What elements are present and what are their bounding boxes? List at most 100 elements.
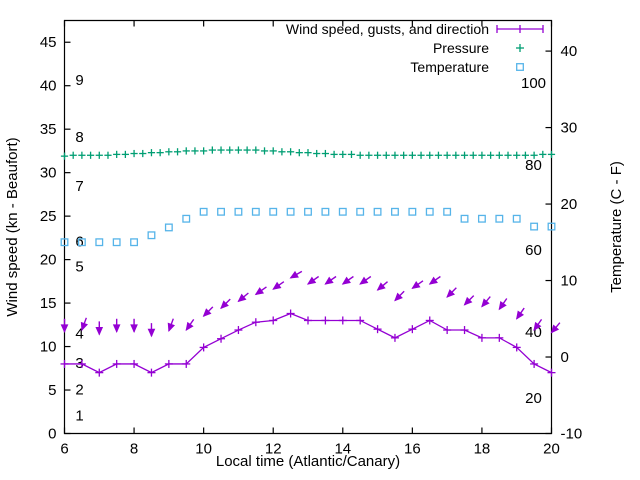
wind-direction-arrowhead (289, 270, 299, 279)
marker-square (112, 238, 121, 247)
wind-direction-arrowhead (376, 282, 386, 291)
beaufort-label: 4 (75, 326, 83, 343)
right-tick-label: 30 (561, 120, 578, 137)
marker-square (495, 214, 504, 223)
beaufort-label: 7 (75, 178, 83, 195)
wind-direction-arrowhead (428, 276, 438, 285)
marker-square (516, 63, 524, 71)
marker-square (182, 214, 191, 223)
right-axis-ticks (545, 50, 552, 435)
marker-square (338, 207, 347, 216)
left-axis-tick-labels: 0 5 10 15 20 25 30 35 40 45 (40, 34, 57, 442)
marker-square (269, 207, 278, 216)
wind-direction-arrowhead (272, 281, 282, 290)
wind-direction-arrowhead (112, 324, 121, 334)
left-tick-label: 10 (40, 339, 57, 356)
wind-direction-arrowhead (446, 289, 455, 298)
wind-direction-arrowhead (411, 280, 421, 290)
marker-square (147, 231, 156, 240)
marker-square (217, 207, 225, 216)
marker-square (60, 238, 69, 247)
marker-square (234, 207, 243, 216)
marker-square (304, 207, 312, 216)
beaufort-label: 9 (75, 72, 83, 89)
x-axis-title: Local time (Atlantic/Canary) (216, 453, 400, 470)
left-axis-ticks (64, 41, 71, 435)
wind-direction-arrowhead (185, 321, 194, 331)
fahrenheit-label: 100 (521, 75, 546, 92)
bottom-tick-label: 10 (195, 441, 212, 458)
right-tick-label: 20 (561, 196, 578, 213)
y-axis-title: Wind speed (kn - Beaufort) (4, 137, 21, 316)
wind-direction-arrowhead (130, 324, 138, 334)
right-axis-tick-labels: -10 0 10 20 30 40 (561, 43, 583, 442)
beaufort-label: 5 (75, 259, 83, 276)
marker-square (130, 238, 139, 247)
marker-square (77, 238, 86, 247)
left-tick-label: 35 (40, 121, 57, 138)
right-tick-label: 40 (561, 43, 578, 60)
marker-square (477, 214, 486, 223)
beaufort-label: 2 (75, 381, 83, 398)
fahrenheit-label: 20 (525, 390, 542, 407)
beaufort-label: 6 (75, 233, 83, 250)
fahrenheit-label: 60 (525, 242, 542, 259)
legend-label: Wind speed, gusts, and direction (286, 21, 489, 37)
wind-direction-arrowhead (147, 328, 156, 338)
left-tick-label: 45 (40, 34, 57, 51)
legend: Wind speed, gusts, and direction Pressure… (286, 21, 544, 75)
wind-direction-arrowhead (167, 322, 175, 333)
wind-direction-arrowhead (80, 321, 89, 332)
marker-square (321, 207, 330, 216)
wind-direction-arrowhead (306, 276, 317, 285)
marker-square (530, 222, 539, 231)
marker-square (356, 207, 365, 216)
bottom-tick-label: 18 (474, 441, 491, 458)
wind-direction-arrowhead (254, 287, 265, 296)
wind-direction-arrowhead (237, 293, 247, 303)
left-tick-label: 20 (40, 252, 57, 269)
right-tick-label: 10 (561, 273, 578, 290)
wind-direction-arrowhead (220, 300, 229, 310)
bottom-tick-label: 8 (130, 441, 138, 458)
bottom-axis-tick-labels: 6 8 10 12 14 16 18 20 (60, 441, 560, 458)
wind-direction-arrowhead (550, 324, 560, 334)
beaufort-label: 1 (75, 407, 83, 424)
wind-direction-arrowhead (324, 276, 334, 285)
bottom-tick-label: 6 (60, 441, 68, 458)
right-tick-label: -10 (561, 426, 583, 443)
marker-square (512, 214, 521, 223)
marker-square (286, 207, 295, 216)
bottom-tick-label: 20 (543, 441, 560, 458)
marker-square (391, 207, 399, 216)
legend-label: Temperature (410, 59, 489, 75)
marker-square (425, 207, 434, 216)
left-tick-label: 25 (40, 208, 57, 225)
beaufort-label: 8 (75, 129, 83, 146)
axis-titles: Local time (Atlantic/Canary) Wind speed (… (4, 137, 625, 470)
right-tick-label: 0 (561, 349, 569, 366)
marker-square (199, 207, 208, 216)
marker-square (443, 207, 452, 216)
left-tick-label: 40 (40, 78, 57, 95)
wind-direction-arrowhead (515, 310, 525, 320)
fahrenheit-label: 80 (525, 157, 542, 174)
wind-direction-arrowhead (463, 296, 473, 306)
series-gusts-direction (60, 270, 561, 338)
legend-label: Pressure (433, 40, 489, 56)
left-tick-label: 5 (48, 382, 56, 399)
marker-square (547, 222, 556, 231)
series-wind-speed (60, 309, 556, 377)
marker-square (408, 207, 417, 216)
marker-square (373, 207, 382, 216)
left-tick-label: 30 (40, 165, 57, 182)
series-pressure (60, 146, 556, 160)
left-tick-label: 15 (40, 295, 57, 312)
wind-direction-arrowhead (533, 321, 542, 331)
wind-direction-arrowhead (60, 324, 69, 334)
marker-square (251, 207, 260, 216)
series-temperature (60, 207, 556, 247)
